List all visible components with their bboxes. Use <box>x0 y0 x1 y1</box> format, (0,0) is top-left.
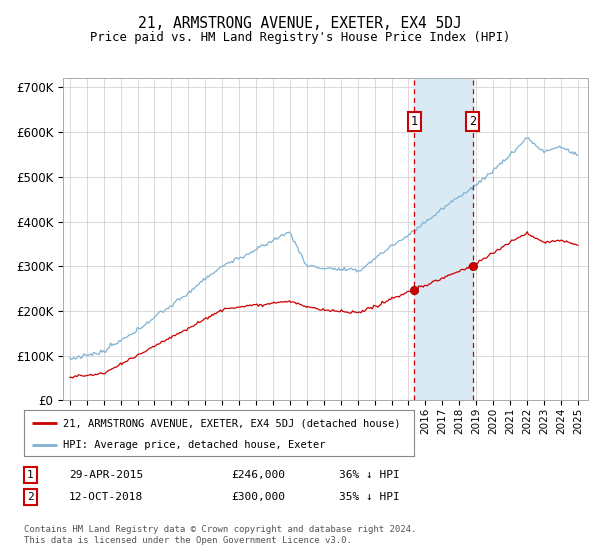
Text: 21, ARMSTRONG AVENUE, EXETER, EX4 5DJ (detached house): 21, ARMSTRONG AVENUE, EXETER, EX4 5DJ (d… <box>63 418 401 428</box>
Text: 36% ↓ HPI: 36% ↓ HPI <box>339 470 400 480</box>
Text: Price paid vs. HM Land Registry's House Price Index (HPI): Price paid vs. HM Land Registry's House … <box>90 31 510 44</box>
Text: 29-APR-2015: 29-APR-2015 <box>69 470 143 480</box>
Text: 1: 1 <box>27 470 34 480</box>
Text: 12-OCT-2018: 12-OCT-2018 <box>69 492 143 502</box>
Text: 35% ↓ HPI: 35% ↓ HPI <box>339 492 400 502</box>
Text: 2: 2 <box>469 115 476 128</box>
Text: £300,000: £300,000 <box>231 492 285 502</box>
Bar <box>414 78 473 400</box>
Text: 1: 1 <box>410 115 418 128</box>
Text: 21, ARMSTRONG AVENUE, EXETER, EX4 5DJ: 21, ARMSTRONG AVENUE, EXETER, EX4 5DJ <box>138 16 462 31</box>
Text: 2: 2 <box>27 492 34 502</box>
Text: HPI: Average price, detached house, Exeter: HPI: Average price, detached house, Exet… <box>63 440 325 450</box>
Text: Contains HM Land Registry data © Crown copyright and database right 2024.
This d: Contains HM Land Registry data © Crown c… <box>24 525 416 545</box>
Text: £246,000: £246,000 <box>231 470 285 480</box>
